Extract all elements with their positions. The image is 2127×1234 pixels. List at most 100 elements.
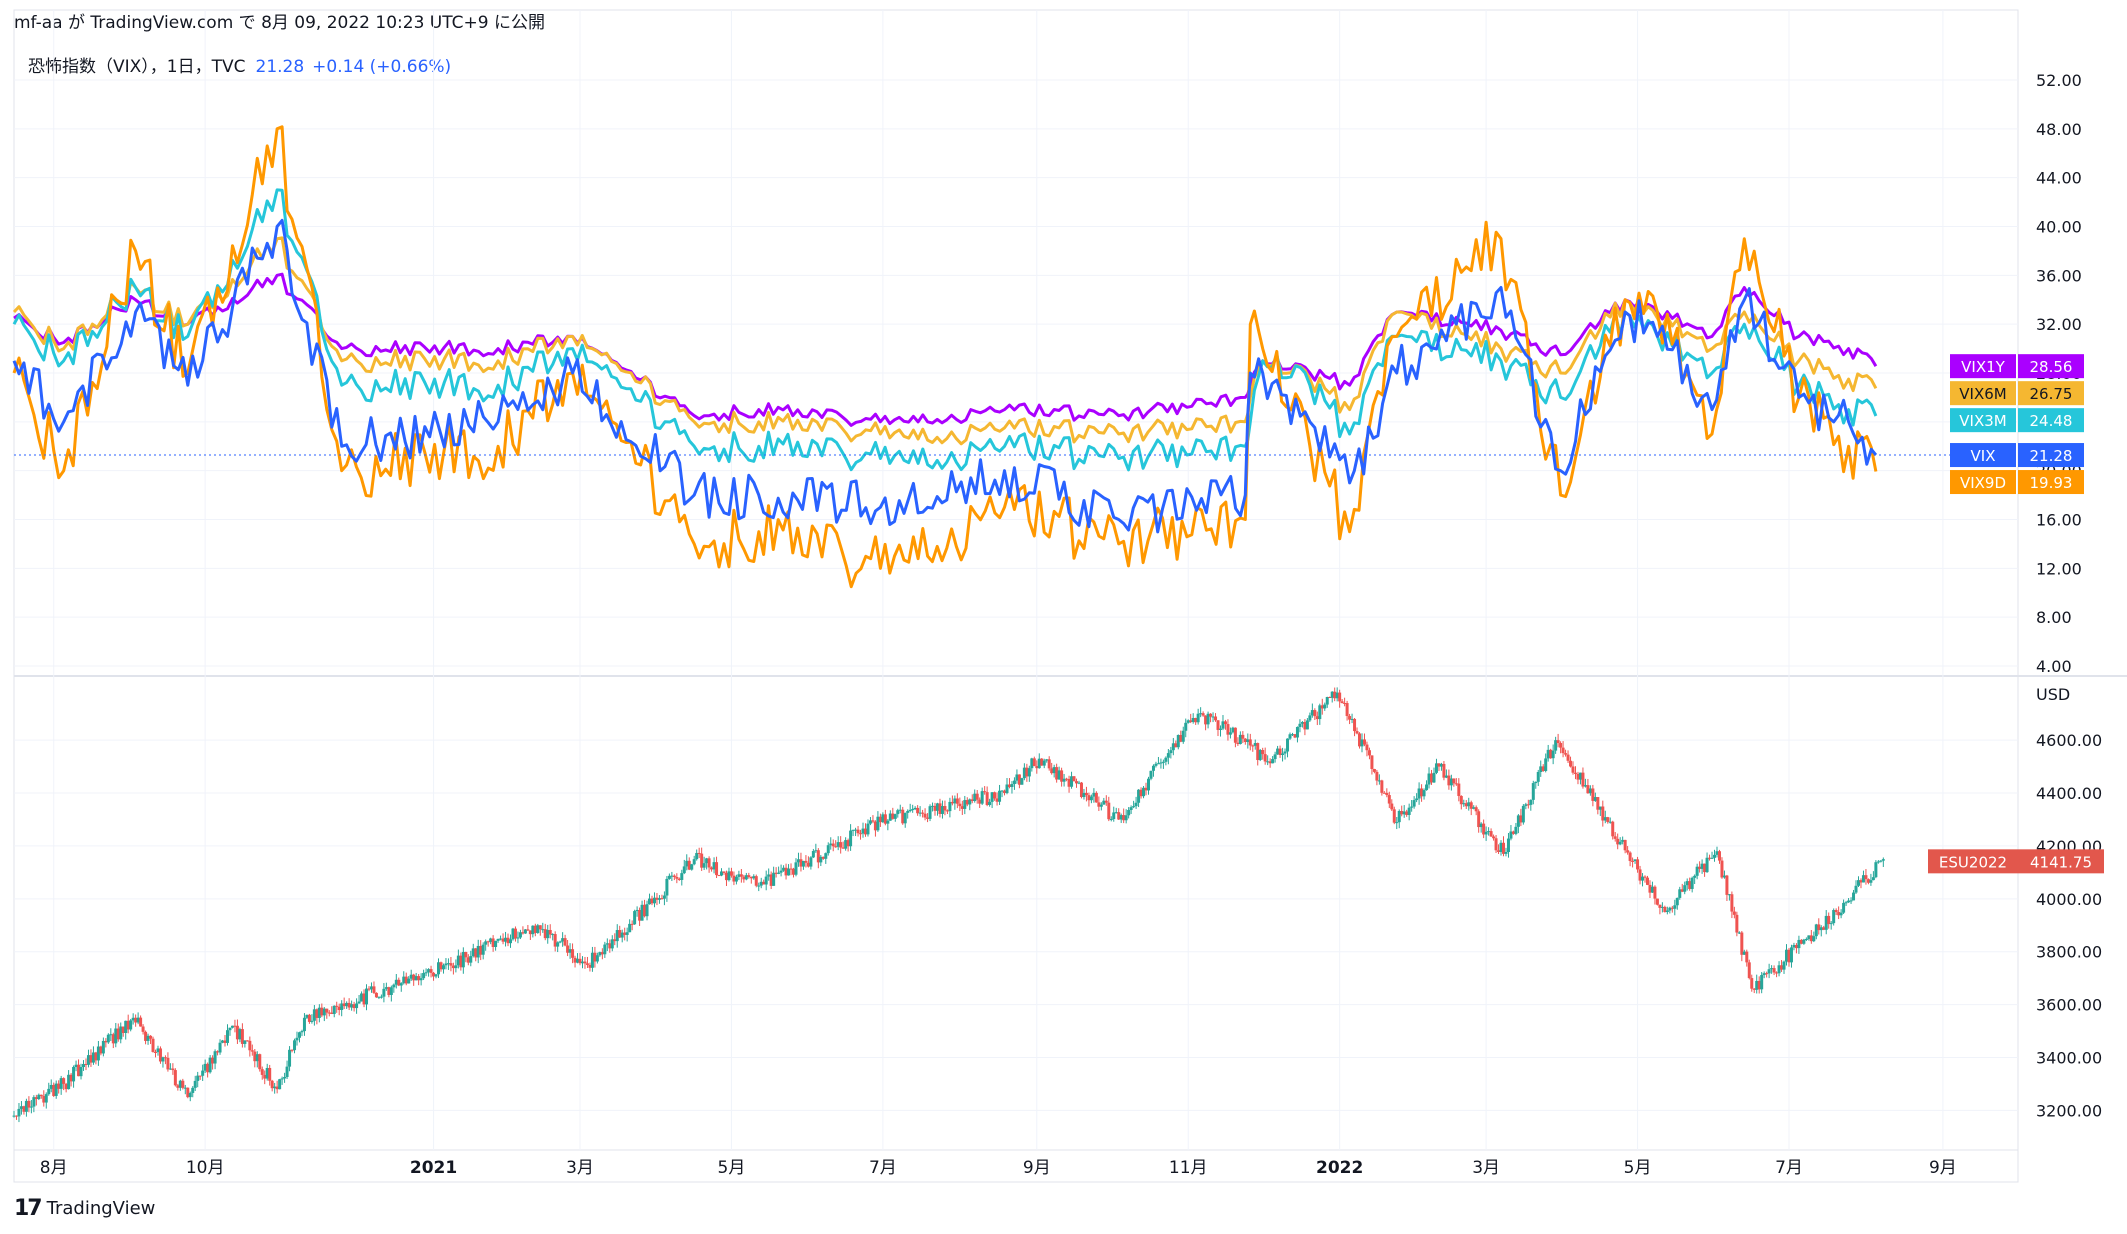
tradingview-logo[interactable]: 17 TradingView xyxy=(14,1196,155,1221)
candle-body xyxy=(1879,860,1883,862)
candle-body xyxy=(1506,838,1510,853)
candle-body xyxy=(697,852,701,854)
price-label-value: 21.28 xyxy=(2030,447,2073,465)
candle-body xyxy=(1181,730,1185,742)
candle-body xyxy=(1586,785,1590,794)
candle-body xyxy=(1084,792,1088,796)
candle-body xyxy=(563,938,567,946)
candle-body xyxy=(613,939,617,942)
candle-body xyxy=(1005,784,1009,794)
candle-body xyxy=(1122,815,1126,821)
price-label-value-bg xyxy=(2018,408,2084,433)
candle-body xyxy=(240,1029,244,1044)
price-label-name: VIX3M xyxy=(1959,412,2006,430)
candle-body xyxy=(608,943,612,949)
candle-body xyxy=(578,958,582,964)
candle-body xyxy=(1129,807,1133,810)
candle-body xyxy=(1065,778,1069,780)
candle-body xyxy=(652,897,656,904)
candle-body xyxy=(541,929,545,931)
candle-body xyxy=(154,1051,158,1053)
candle-body xyxy=(1097,802,1101,807)
candle-body xyxy=(1248,739,1252,746)
candle-body xyxy=(355,1003,359,1009)
candle-body xyxy=(580,961,584,964)
candle-body xyxy=(965,800,969,805)
candle-body xyxy=(916,807,920,814)
candle-body xyxy=(1142,787,1146,797)
candle-body xyxy=(441,965,445,970)
candle-body xyxy=(362,993,366,1005)
candle-body xyxy=(72,1066,76,1082)
candle-body xyxy=(1204,715,1208,725)
candle-body xyxy=(372,986,376,993)
candle-body xyxy=(325,1008,329,1013)
candle-body xyxy=(79,1067,83,1077)
candle-body xyxy=(1032,758,1036,767)
candle-body xyxy=(1665,910,1669,913)
x-tick-label: 10月 xyxy=(186,1158,225,1178)
candle-body xyxy=(501,938,505,942)
candle-body xyxy=(1755,980,1759,990)
candle-body xyxy=(479,945,483,955)
candle-body xyxy=(330,1012,334,1014)
candle-body xyxy=(1253,743,1257,746)
candle-body xyxy=(1310,710,1314,716)
publish-header: mf-aa が TradingView.com で 8月 09, 2022 10… xyxy=(14,13,545,33)
candle-body xyxy=(1690,877,1694,889)
candle-body xyxy=(1271,759,1275,764)
candle-body xyxy=(454,965,458,969)
candle-body xyxy=(1804,938,1808,940)
candle-body xyxy=(317,1007,321,1018)
candle-body xyxy=(1003,790,1007,794)
candle-body xyxy=(201,1070,205,1076)
candle-body xyxy=(44,1094,48,1103)
candle-body xyxy=(789,868,793,870)
candle-body xyxy=(230,1025,234,1028)
main-legend: 恐怖指数（VIX），1日，TVC 21.28 +0.14 (+0.66%) xyxy=(28,52,451,77)
candle-body xyxy=(1278,748,1282,755)
candle-body xyxy=(1765,973,1769,975)
candle-body xyxy=(1737,932,1741,934)
candle-body xyxy=(722,871,726,873)
candle-body xyxy=(59,1078,63,1089)
candle-body xyxy=(677,878,681,880)
candle-body xyxy=(1405,811,1409,815)
candle-body xyxy=(211,1057,215,1064)
candle-body xyxy=(682,866,686,874)
candle-body xyxy=(49,1084,53,1089)
candle-body xyxy=(1055,767,1059,780)
candle-body xyxy=(1025,767,1029,777)
candle-body xyxy=(1067,778,1071,787)
candle-body xyxy=(1042,760,1046,766)
legend-change: +0.14 (+0.66%) xyxy=(312,57,452,77)
candle-body xyxy=(1137,789,1141,803)
candle-body xyxy=(1469,802,1473,809)
candle-body xyxy=(764,876,768,885)
candle-body xyxy=(1422,790,1426,797)
candle-body xyxy=(630,923,634,925)
candle-body xyxy=(767,874,771,877)
candle-body xyxy=(1504,852,1508,854)
candle-body xyxy=(695,852,699,860)
candle-body xyxy=(1827,915,1831,925)
candle-body xyxy=(1099,804,1103,807)
candle-body xyxy=(958,803,962,807)
candle-body xyxy=(29,1106,33,1108)
candle-body xyxy=(650,898,654,904)
candle-body xyxy=(111,1034,115,1044)
candle-body xyxy=(39,1094,43,1097)
candle-body xyxy=(322,1008,326,1016)
candle-body xyxy=(1442,763,1446,778)
candle-body xyxy=(1725,875,1729,895)
candle-body xyxy=(1132,806,1136,808)
candle-body xyxy=(787,868,791,876)
price-label-name: VIX9D xyxy=(1960,474,2006,492)
vix-ytick-label: 16.00 xyxy=(2036,511,2082,530)
candle-body xyxy=(1211,716,1215,718)
candle-body xyxy=(1372,768,1376,772)
candle-body xyxy=(1184,722,1188,731)
x-tick-label: 2022 xyxy=(1316,1158,1363,1178)
candle-body xyxy=(1516,815,1520,827)
